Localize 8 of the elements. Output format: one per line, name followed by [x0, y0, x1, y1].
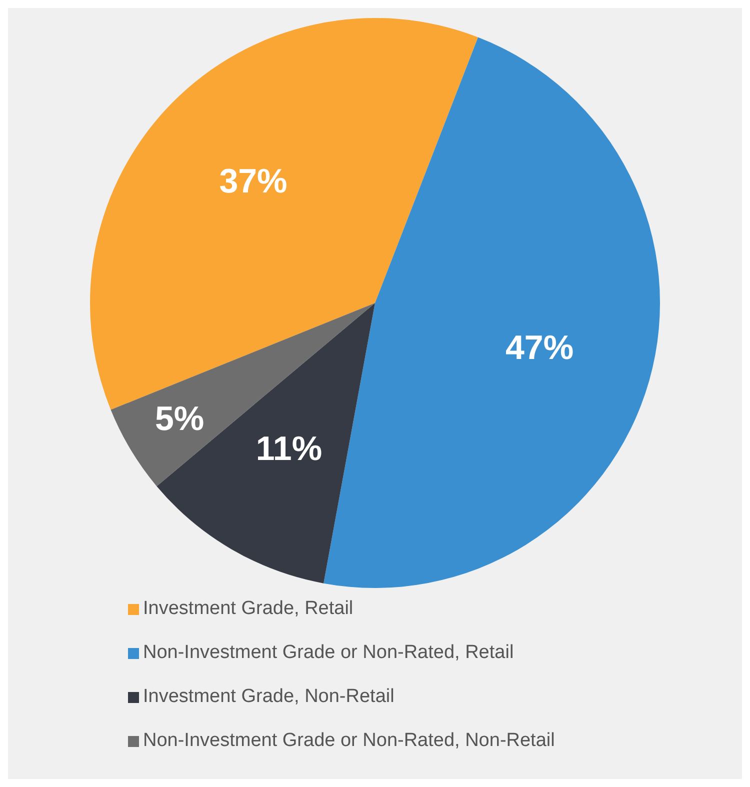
- legend-label: Non-Investment Grade or Non-Rated, Non-Retail: [143, 730, 555, 752]
- data-label: 11%: [256, 430, 322, 468]
- data-label: 5%: [154, 400, 204, 438]
- data-label: 37%: [219, 162, 288, 200]
- legend-label: Investment Grade, Retail: [143, 598, 354, 620]
- data-label: 47%: [506, 328, 574, 367]
- legend-label: Investment Grade, Non-Retail: [143, 686, 394, 708]
- legend-label: Non-Investment Grade or Non-Rated, Retail: [143, 642, 514, 664]
